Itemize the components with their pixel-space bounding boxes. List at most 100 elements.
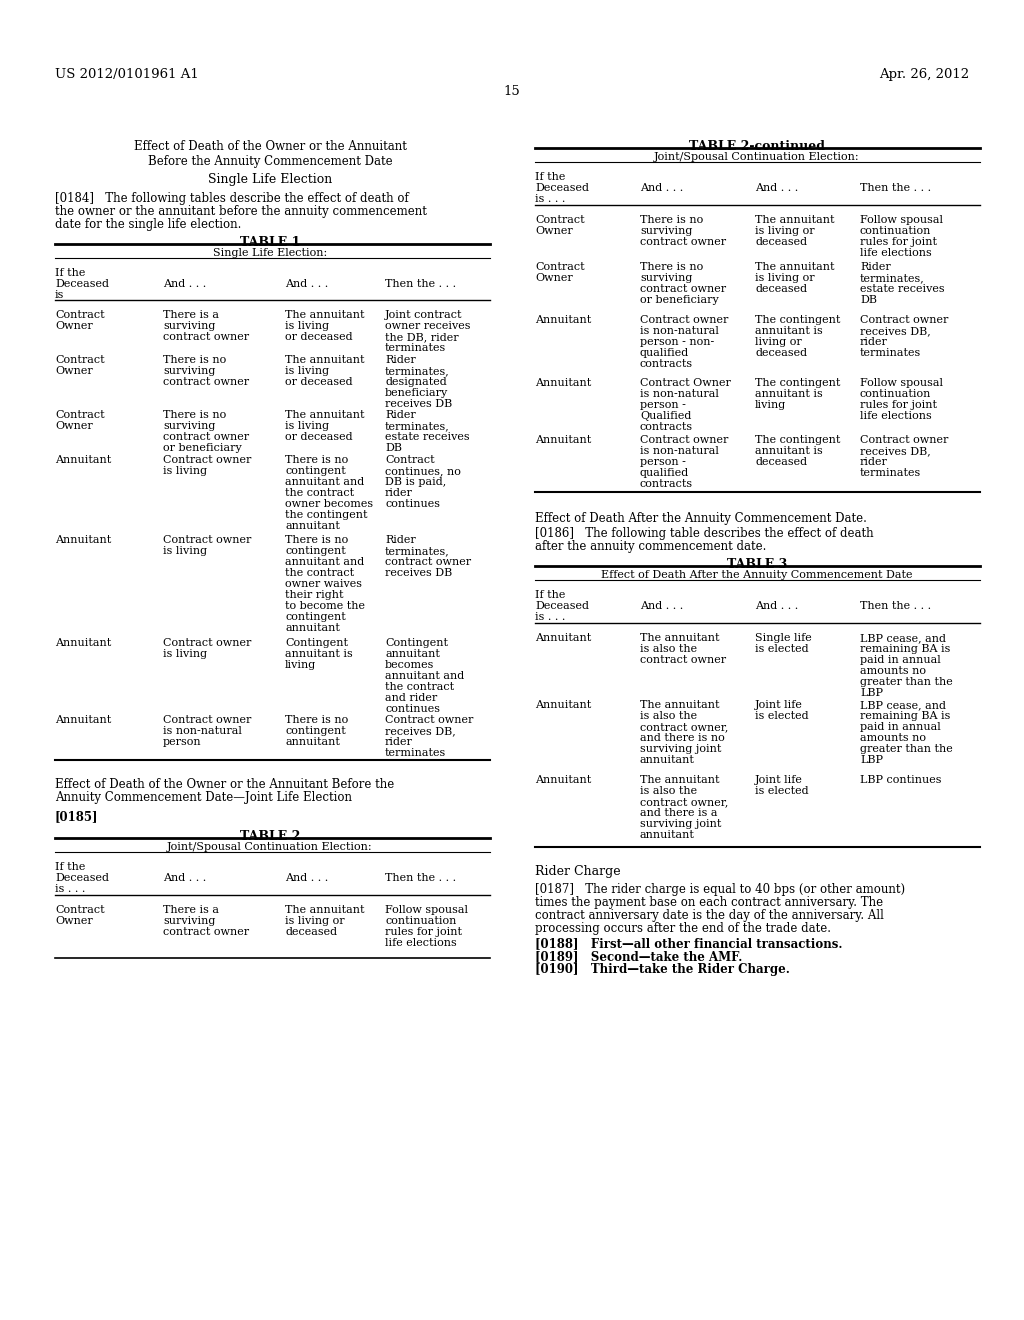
Text: If the: If the xyxy=(535,590,565,601)
Text: deceased: deceased xyxy=(755,457,807,467)
Text: person: person xyxy=(163,737,202,747)
Text: The annuitant: The annuitant xyxy=(640,775,720,785)
Text: The annuitant: The annuitant xyxy=(285,411,365,420)
Text: contract owner,: contract owner, xyxy=(640,722,728,733)
Text: And . . .: And . . . xyxy=(640,601,683,611)
Text: times the payment base on each contract anniversary. The: times the payment base on each contract … xyxy=(535,896,883,909)
Text: is . . .: is . . . xyxy=(535,194,565,205)
Text: Joint/Spousal Continuation Election:: Joint/Spousal Continuation Election: xyxy=(654,152,860,162)
Text: Contract Owner: Contract Owner xyxy=(640,378,731,388)
Text: is non-natural: is non-natural xyxy=(640,326,719,337)
Text: remaining BA is: remaining BA is xyxy=(860,711,950,721)
Text: contract owner: contract owner xyxy=(385,557,471,568)
Text: Contract owner: Contract owner xyxy=(163,638,251,648)
Text: and rider: and rider xyxy=(385,693,437,704)
Text: life elections: life elections xyxy=(860,411,932,421)
Text: Rider Charge: Rider Charge xyxy=(535,865,621,878)
Text: deceased: deceased xyxy=(285,927,337,937)
Text: annuitant and: annuitant and xyxy=(285,557,365,568)
Text: annuitant: annuitant xyxy=(285,623,340,634)
Text: qualified: qualified xyxy=(640,348,689,358)
Text: annuitant is: annuitant is xyxy=(285,649,352,659)
Text: person -: person - xyxy=(640,457,686,467)
Text: There is a: There is a xyxy=(163,310,219,319)
Text: There is no: There is no xyxy=(285,455,348,465)
Text: contract owner: contract owner xyxy=(163,927,249,937)
Text: receives DB: receives DB xyxy=(385,568,453,578)
Text: The annuitant: The annuitant xyxy=(640,634,720,643)
Text: Contract owner: Contract owner xyxy=(640,315,728,325)
Text: There is no: There is no xyxy=(285,715,348,725)
Text: contract owner: contract owner xyxy=(640,655,726,665)
Text: Contract owner: Contract owner xyxy=(163,715,251,725)
Text: rider: rider xyxy=(860,457,888,467)
Text: annuitant: annuitant xyxy=(640,830,695,840)
Text: contingent: contingent xyxy=(285,612,346,622)
Text: after the annuity commencement date.: after the annuity commencement date. xyxy=(535,540,766,553)
Text: owner becomes: owner becomes xyxy=(285,499,373,510)
Text: contracts: contracts xyxy=(640,479,693,488)
Text: annuitant: annuitant xyxy=(385,649,440,659)
Text: designated: designated xyxy=(385,378,446,387)
Text: The annuitant: The annuitant xyxy=(755,261,835,272)
Text: surviving: surviving xyxy=(163,421,215,432)
Text: There is no: There is no xyxy=(285,535,348,545)
Text: Annuitant: Annuitant xyxy=(535,700,591,710)
Text: There is no: There is no xyxy=(163,355,226,366)
Text: greater than the: greater than the xyxy=(860,744,952,754)
Text: is elected: is elected xyxy=(755,785,809,796)
Text: contract owner: contract owner xyxy=(163,378,249,387)
Text: rules for joint: rules for joint xyxy=(385,927,462,937)
Text: LBP: LBP xyxy=(860,688,883,698)
Text: Single Life Election:: Single Life Election: xyxy=(213,248,327,257)
Text: contract owner: contract owner xyxy=(640,284,726,294)
Text: or deceased: or deceased xyxy=(285,378,352,387)
Text: Annuitant: Annuitant xyxy=(535,378,591,388)
Text: [0187]   The rider charge is equal to 40 bps (or other amount): [0187] The rider charge is equal to 40 b… xyxy=(535,883,905,896)
Text: contracts: contracts xyxy=(640,359,693,370)
Text: surviving: surviving xyxy=(163,321,215,331)
Text: rider: rider xyxy=(385,737,413,747)
Text: Contract: Contract xyxy=(55,411,104,420)
Text: Owner: Owner xyxy=(55,321,93,331)
Text: Qualified: Qualified xyxy=(640,411,691,421)
Text: Contract owner: Contract owner xyxy=(860,436,948,445)
Text: Deceased: Deceased xyxy=(535,601,589,611)
Text: annuitant and: annuitant and xyxy=(285,477,365,487)
Text: receives DB,: receives DB, xyxy=(860,446,931,455)
Text: terminates: terminates xyxy=(860,469,922,478)
Text: Rider: Rider xyxy=(385,411,416,420)
Text: contract owner: contract owner xyxy=(163,432,249,442)
Text: Annuitant: Annuitant xyxy=(55,455,112,465)
Text: Joint life: Joint life xyxy=(755,775,803,785)
Text: LBP cease, and: LBP cease, and xyxy=(860,700,946,710)
Text: owner waives: owner waives xyxy=(285,579,362,589)
Text: There is no: There is no xyxy=(163,411,226,420)
Text: rules for joint: rules for joint xyxy=(860,238,937,247)
Text: or beneficiary: or beneficiary xyxy=(640,294,719,305)
Text: contract owner: contract owner xyxy=(640,238,726,247)
Text: receives DB: receives DB xyxy=(385,399,453,409)
Text: Follow spousal: Follow spousal xyxy=(860,378,943,388)
Text: Annuitant: Annuitant xyxy=(535,315,591,325)
Text: Contract: Contract xyxy=(55,906,104,915)
Text: is living: is living xyxy=(163,546,207,556)
Text: is: is xyxy=(55,290,65,300)
Text: 15: 15 xyxy=(504,84,520,98)
Text: terminates: terminates xyxy=(385,748,446,758)
Text: is also the: is also the xyxy=(640,711,697,721)
Text: LBP cease, and: LBP cease, and xyxy=(860,634,946,643)
Text: And . . .: And . . . xyxy=(285,873,329,883)
Text: the DB, rider: the DB, rider xyxy=(385,333,459,342)
Text: Joint contract: Joint contract xyxy=(385,310,463,319)
Text: is elected: is elected xyxy=(755,711,809,721)
Text: And . . .: And . . . xyxy=(640,183,683,193)
Text: Contract owner: Contract owner xyxy=(163,535,251,545)
Text: Contract: Contract xyxy=(55,355,104,366)
Text: person -: person - xyxy=(640,400,686,411)
Text: annuitant is: annuitant is xyxy=(755,326,822,337)
Text: continues, no: continues, no xyxy=(385,466,461,477)
Text: Contingent: Contingent xyxy=(285,638,348,648)
Text: estate receives: estate receives xyxy=(860,284,944,294)
Text: surviving: surviving xyxy=(163,916,215,927)
